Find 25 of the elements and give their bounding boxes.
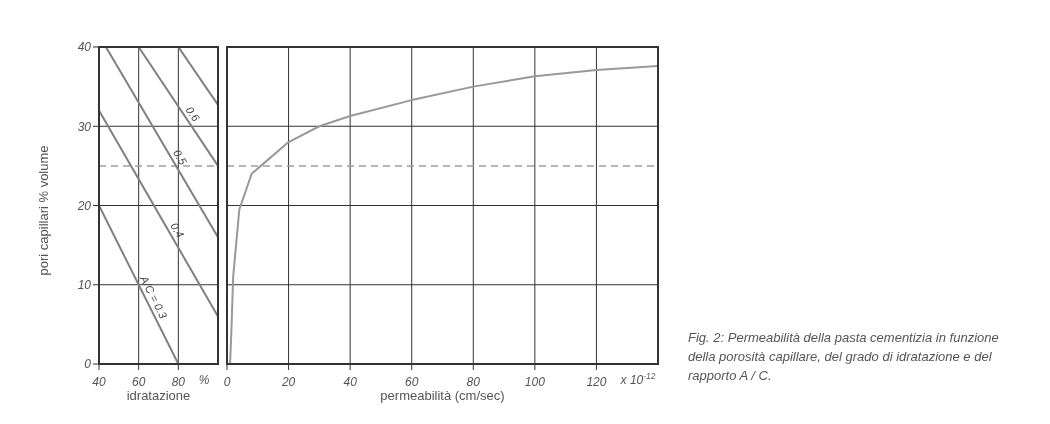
text: A/C = 0.3 <box>137 272 170 322</box>
y-tick-label: 30 <box>77 119 92 134</box>
x-axis-title: permeabilità (cm/sec) <box>380 388 505 403</box>
text: 0.5 <box>171 147 190 168</box>
x-tick-label: 60 <box>405 375 419 389</box>
x-tick-label: 80 <box>171 375 186 389</box>
x-tick-label: 120 <box>586 375 607 389</box>
x-tick-label: 80 <box>466 375 481 389</box>
x-axis-title: idratazione <box>126 388 191 403</box>
caption: Fig. 2: Permeabilità della pasta cementizia in funzione della porosità capillare, del grado di idratazione e del rapporto A / C. <box>688 329 1000 385</box>
x-tick-label: 100 <box>524 375 546 389</box>
x-tick-label: 40 <box>92 375 106 389</box>
y-tick-label: 10 <box>77 278 92 293</box>
y-tick-label: 20 <box>76 198 92 213</box>
x-tick-label: 40 <box>343 375 358 389</box>
text: 0.6 <box>183 104 203 125</box>
y-axis-title: pori capillari % volume <box>35 145 51 276</box>
text: x 10$^{-12}$ <box>619 371 656 387</box>
text: 0.4 <box>168 220 187 240</box>
x-tick-label: 0 <box>223 375 231 389</box>
x-tick-label: 20 <box>280 375 296 389</box>
y-tick-label: 0 <box>84 357 92 372</box>
text: % <box>198 373 210 387</box>
y-tick-label: 40 <box>77 40 92 55</box>
x-tick-label: 60 <box>131 375 146 389</box>
